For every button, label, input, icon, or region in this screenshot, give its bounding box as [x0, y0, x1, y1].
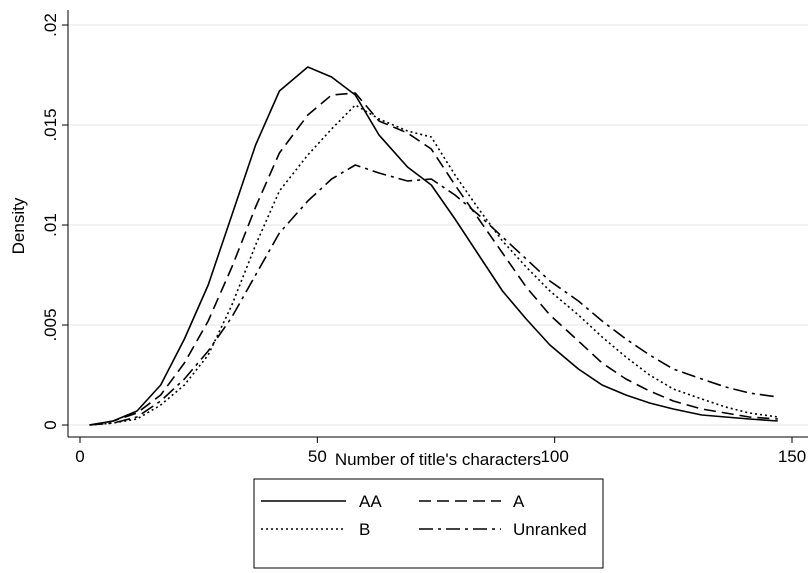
x-tick-label: 50: [308, 447, 327, 466]
x-axis-title: Number of title's characters: [335, 450, 541, 469]
series-lines: [89, 66, 778, 426]
x-tick-label: 150: [778, 447, 806, 466]
series-line-a: [89, 92, 778, 426]
legend-label-unranked: Unranked: [513, 520, 587, 539]
legend-box: [253, 478, 604, 569]
legend: AA AB Unranked: [253, 478, 604, 569]
x-tick-labels: 0 50 100 150: [75, 447, 806, 466]
y-tick-label: .015: [41, 108, 60, 141]
legend-label-a: A: [513, 492, 525, 511]
y-axis-title: Density: [9, 197, 28, 254]
y-tick-label: .005: [41, 308, 60, 341]
series-line-aa: [89, 66, 778, 426]
y-tick-labels: 0 .005 .01 .015 .02: [41, 13, 60, 430]
legend-label-b: B: [359, 520, 370, 539]
axes: [62, 10, 808, 443]
series-line-unranked: [89, 164, 778, 426]
series-line-b: [89, 104, 778, 426]
y-tick-label: .02: [41, 13, 60, 37]
x-tick-label: 0: [75, 447, 84, 466]
x-tick-label: 100: [540, 447, 568, 466]
y-tick-label: 0: [41, 420, 60, 429]
plot-background: [68, 10, 808, 437]
legend-label-aa: AA: [359, 492, 382, 511]
y-tick-label: .01: [41, 213, 60, 237]
